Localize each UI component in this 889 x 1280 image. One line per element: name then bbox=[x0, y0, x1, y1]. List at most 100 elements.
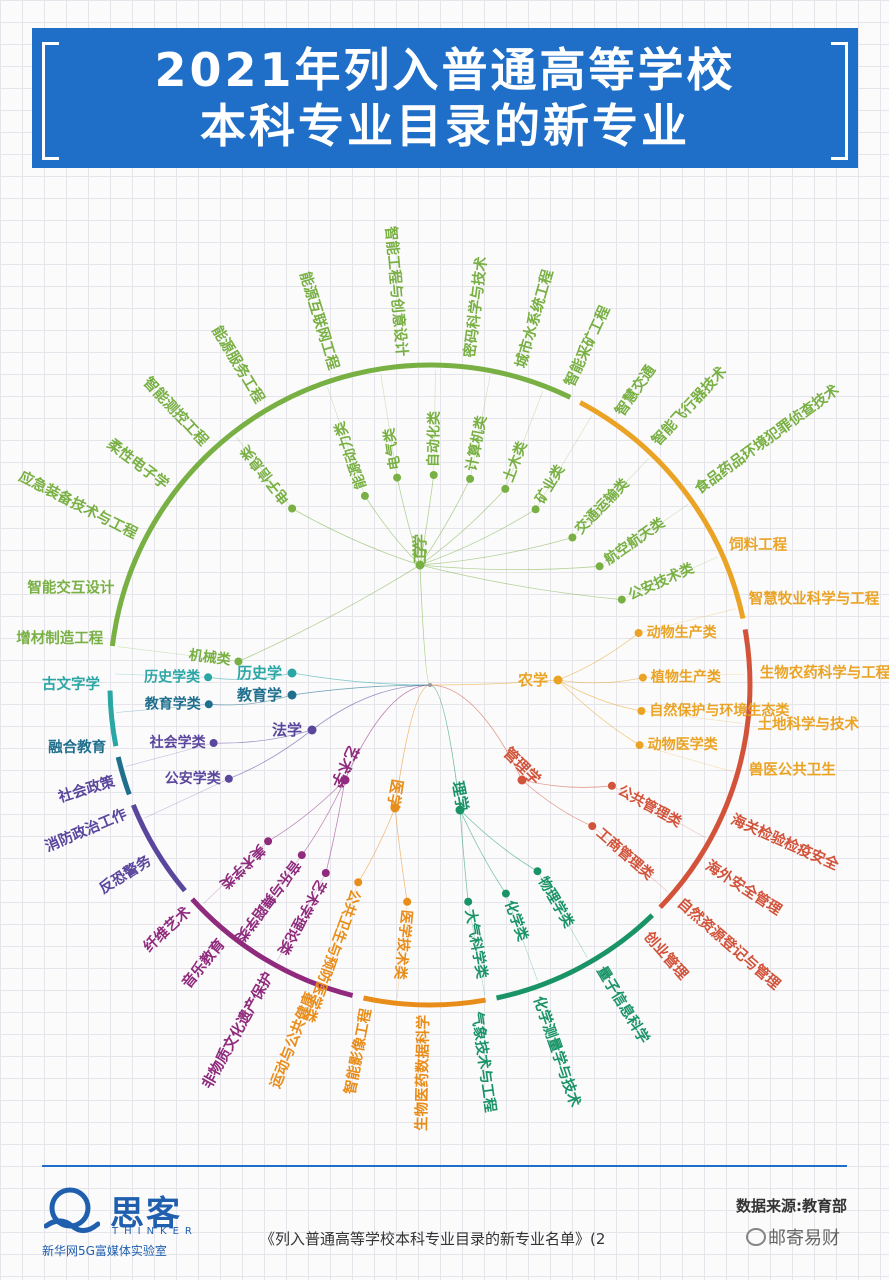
discipline-label: 历史学 bbox=[237, 664, 282, 682]
major-label: 消防政治工作 bbox=[42, 804, 130, 855]
category-arc bbox=[107, 690, 119, 747]
class-link bbox=[213, 729, 313, 744]
major-label: 能源服务工程 bbox=[208, 322, 268, 406]
logo-chinese-name: 思客 bbox=[110, 1194, 182, 1234]
discipline-link bbox=[394, 684, 431, 809]
class-link bbox=[325, 779, 346, 874]
class-to-arc-link bbox=[235, 436, 293, 509]
category-arc bbox=[109, 362, 572, 647]
major-label: 运动与公共健康 bbox=[266, 989, 319, 1091]
class-link bbox=[557, 632, 639, 681]
class-link bbox=[396, 477, 421, 566]
class-node bbox=[321, 869, 330, 877]
major-label: 纤维艺术 bbox=[139, 902, 194, 955]
major-label: 音乐教育 bbox=[178, 935, 228, 991]
class-node bbox=[288, 504, 297, 513]
class-node bbox=[204, 673, 213, 682]
class-node bbox=[595, 562, 604, 571]
class-node bbox=[617, 595, 626, 604]
class-to-arc-link bbox=[467, 901, 485, 996]
class-to-arc-link bbox=[433, 369, 436, 476]
discipline-label: 工学 bbox=[411, 534, 429, 564]
major-label: 智慧牧业科学与工程 bbox=[749, 590, 880, 608]
class-label: 自然保护与环境生态类 bbox=[649, 702, 790, 719]
major-label: 气象技术与工程 bbox=[468, 1009, 500, 1114]
class-to-arc-link bbox=[115, 673, 209, 678]
class-node bbox=[568, 533, 577, 542]
major-label: 古文字学 bbox=[42, 675, 100, 693]
class-node bbox=[354, 878, 363, 887]
class-to-arc-link bbox=[240, 854, 303, 937]
major-label: 化学测量学与技术 bbox=[530, 994, 585, 1110]
class-link bbox=[208, 672, 293, 680]
discipline-node bbox=[455, 805, 465, 815]
class-link bbox=[228, 729, 313, 780]
discipline-node bbox=[517, 775, 527, 785]
discipline-link bbox=[429, 679, 559, 686]
major-label: 智慧交通 bbox=[611, 361, 659, 419]
class-to-arc-link bbox=[125, 742, 214, 767]
class-node bbox=[634, 629, 643, 637]
class-label: 动物医学类 bbox=[648, 736, 719, 753]
major-label: 智能采矿工程 bbox=[560, 302, 613, 389]
class-node bbox=[638, 673, 647, 682]
discipline-link bbox=[344, 684, 431, 781]
root-label: 学 bbox=[411, 542, 429, 557]
class-node bbox=[501, 484, 510, 493]
class-to-arc-link bbox=[322, 882, 359, 982]
major-label: 智能影像工程 bbox=[341, 1007, 375, 1096]
left-bracket bbox=[42, 42, 59, 160]
class-label: 社会学类 bbox=[149, 734, 207, 751]
major-label: 智能交互设计 bbox=[27, 579, 114, 597]
discipline-node bbox=[287, 668, 297, 678]
discipline-node bbox=[415, 560, 425, 570]
watermark-text: 邮寄易财 bbox=[768, 1228, 840, 1249]
class-to-arc-link bbox=[469, 375, 491, 479]
category-arc bbox=[115, 756, 132, 796]
class-link bbox=[419, 564, 622, 600]
class-to-arc-link bbox=[639, 744, 733, 773]
class-link bbox=[291, 508, 421, 566]
class-label: 医学技术类 bbox=[391, 909, 415, 981]
class-node bbox=[224, 774, 233, 783]
class-link bbox=[419, 537, 573, 566]
major-label: 土地科学与技术 bbox=[758, 715, 860, 733]
major-label: 柔性电子学 bbox=[104, 435, 173, 493]
class-label: 航空航天类 bbox=[601, 514, 669, 569]
class-to-arc-link bbox=[380, 373, 398, 478]
class-to-arc-link bbox=[505, 893, 538, 982]
major-label: 生物医药数据科学 bbox=[412, 1015, 432, 1131]
wave-logo-icon bbox=[44, 1187, 100, 1233]
class-node bbox=[637, 707, 646, 715]
class-node bbox=[393, 473, 402, 482]
major-label: 饲料工程 bbox=[728, 536, 787, 554]
major-label: 社会政策 bbox=[55, 772, 117, 807]
category-arc bbox=[130, 803, 187, 893]
class-to-arc-link bbox=[116, 704, 209, 713]
logo-subtitle: 新华网5G富媒体实验室 bbox=[42, 1244, 167, 1258]
major-label: 智能飞行器技术 bbox=[648, 362, 731, 449]
class-node bbox=[607, 781, 616, 790]
class-node bbox=[635, 741, 644, 750]
class-label: 教育学类 bbox=[145, 695, 202, 712]
class-label: 工商管理类 bbox=[593, 825, 658, 884]
class-label: 大气科学类 bbox=[462, 908, 491, 981]
discipline-label: 艺术学 bbox=[327, 742, 362, 790]
class-node bbox=[464, 897, 473, 906]
class-to-arc-link bbox=[505, 390, 544, 490]
class-link bbox=[521, 779, 612, 788]
discipline-node bbox=[287, 690, 297, 700]
class-to-arc-link bbox=[144, 778, 229, 819]
class-to-arc-link bbox=[642, 673, 745, 678]
class-link bbox=[419, 508, 536, 566]
class-label: 化学类 bbox=[501, 898, 532, 944]
class-to-arc-link bbox=[537, 871, 588, 958]
class-label: 动物生产类 bbox=[647, 624, 718, 641]
category-arc bbox=[362, 995, 487, 1008]
category-arc bbox=[495, 913, 655, 1001]
class-node bbox=[588, 822, 597, 831]
class-label: 公共管理类 bbox=[615, 782, 685, 831]
class-label: 能源动力类 bbox=[331, 419, 370, 492]
discipline-node bbox=[307, 725, 317, 735]
